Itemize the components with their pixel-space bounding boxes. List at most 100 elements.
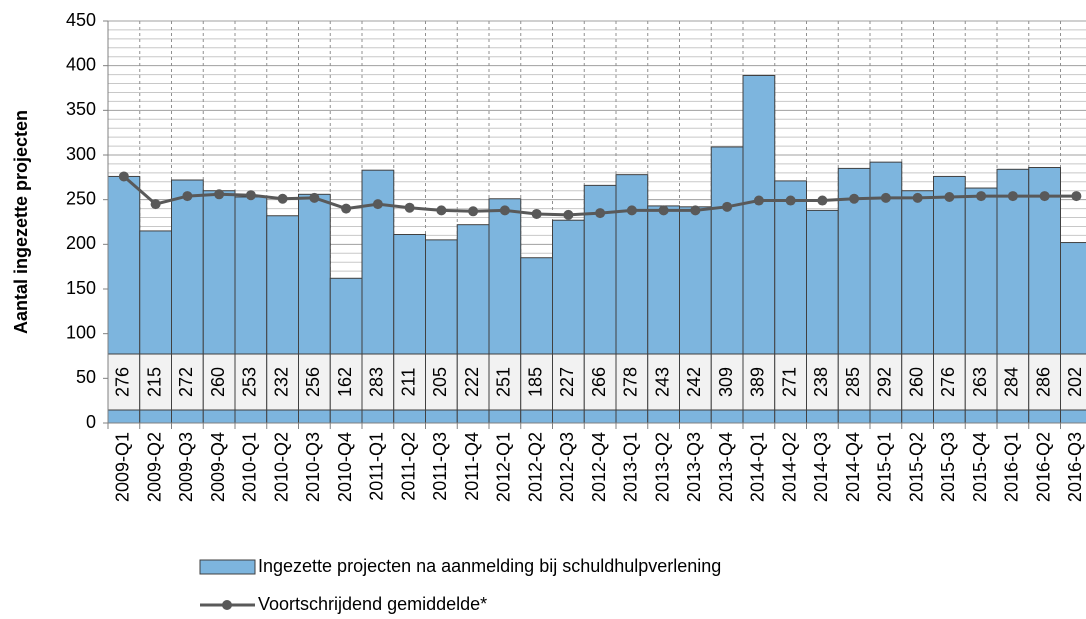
value-label: 276 [938, 367, 958, 397]
line-marker [214, 189, 225, 200]
line-marker [690, 205, 701, 216]
x-tick-label: 2013-Q2 [652, 432, 672, 502]
x-tick-label: 2016-Q1 [1002, 432, 1022, 502]
legend-label: Voortschrijdend gemiddelde* [258, 594, 487, 614]
value-label: 283 [367, 367, 387, 397]
value-label: 260 [906, 367, 926, 397]
line-marker [309, 192, 320, 203]
value-box [202, 353, 236, 411]
line-marker [118, 171, 129, 182]
value-box [425, 353, 458, 411]
line-marker [372, 199, 383, 210]
y-tick-label: 200 [66, 233, 96, 253]
value-label: 292 [875, 367, 895, 397]
x-tick-label: 2009-Q1 [113, 432, 133, 502]
line-marker [150, 199, 161, 210]
x-tick-label: 2010-Q4 [335, 432, 355, 502]
value-box [742, 353, 776, 411]
x-tick-label: 2012-Q4 [589, 432, 609, 502]
line-marker [626, 205, 637, 216]
value-box [488, 353, 522, 411]
line-marker [468, 206, 479, 217]
x-tick-label: 2010-Q2 [271, 432, 291, 502]
value-box [933, 353, 966, 411]
x-tick-label: 2009-Q3 [176, 432, 196, 502]
x-tick-label: 2012-Q1 [494, 432, 514, 502]
value-box [520, 353, 553, 411]
legend-label: Ingezette projecten na aanmelding bij sc… [258, 556, 721, 576]
legend-swatch [199, 559, 256, 575]
value-box [1028, 353, 1061, 411]
line-marker [944, 191, 955, 202]
value-box [552, 353, 585, 411]
value-label: 276 [113, 367, 133, 397]
x-tick-label: 2013-Q4 [716, 432, 736, 502]
line-marker [1039, 191, 1050, 202]
line-marker [499, 205, 510, 216]
x-tick-label: 2014-Q4 [843, 432, 863, 502]
line-marker [531, 208, 542, 219]
x-tick-label: 2016-Q2 [1033, 432, 1053, 502]
y-tick-label: 250 [66, 188, 96, 208]
value-box [139, 353, 172, 411]
line-marker [563, 209, 574, 220]
value-box [615, 353, 649, 411]
value-label: 253 [240, 367, 260, 397]
line-marker [595, 208, 606, 219]
value-box [837, 353, 871, 411]
value-label: 263 [970, 367, 990, 397]
value-box [393, 353, 426, 411]
line-marker [1071, 191, 1082, 202]
x-tick-label: 2012-Q2 [525, 432, 545, 502]
line-marker [817, 195, 828, 206]
value-label: 162 [335, 367, 355, 397]
x-tick-label: 2011-Q2 [398, 432, 418, 501]
value-label: 242 [684, 367, 704, 397]
value-label: 251 [494, 367, 514, 397]
x-tick-label: 2011-Q4 [462, 432, 482, 501]
line-marker [753, 195, 764, 206]
x-tick-label: 2011-Q1 [367, 432, 387, 501]
x-tick-label: 2010-Q1 [240, 432, 260, 502]
line-marker [1007, 191, 1018, 202]
line-marker [245, 190, 256, 201]
value-label: 202 [1065, 367, 1085, 397]
value-box [329, 353, 363, 411]
y-tick-label: 150 [66, 278, 96, 298]
value-label: 232 [271, 367, 291, 397]
line-marker [785, 195, 796, 206]
x-tick-label: 2014-Q1 [748, 432, 768, 502]
y-tick-label: 400 [66, 54, 96, 74]
value-label: 215 [144, 367, 164, 397]
line-marker [404, 202, 415, 213]
y-tick-label: 0 [86, 412, 96, 432]
value-box [583, 353, 617, 411]
x-tick-label: 2014-Q3 [811, 432, 831, 502]
legend-marker [222, 600, 232, 610]
value-label: 285 [843, 367, 863, 397]
value-label: 205 [430, 367, 450, 397]
value-label: 260 [208, 367, 228, 397]
value-label: 286 [1033, 367, 1053, 397]
value-label: 284 [1002, 367, 1022, 397]
y-tick-label: 50 [76, 367, 96, 387]
value-box [234, 353, 268, 411]
value-box [456, 353, 490, 411]
x-tick-label: 2015-Q2 [906, 432, 926, 502]
line-marker [849, 193, 860, 204]
x-tick-label: 2015-Q3 [938, 432, 958, 502]
x-tick-label: 2014-Q2 [779, 432, 799, 502]
value-box [266, 353, 299, 411]
y-axis-label: Aantal ingezette projecten [11, 110, 31, 334]
y-tick-label: 100 [66, 322, 96, 342]
value-label: 309 [716, 367, 736, 397]
line-marker [182, 191, 193, 202]
value-label: 389 [748, 367, 768, 397]
value-box [1060, 353, 1086, 411]
value-label: 271 [779, 367, 799, 397]
line-marker [341, 203, 352, 214]
value-box [901, 353, 934, 411]
x-tick-label: 2015-Q1 [875, 432, 895, 502]
value-box [361, 353, 395, 411]
